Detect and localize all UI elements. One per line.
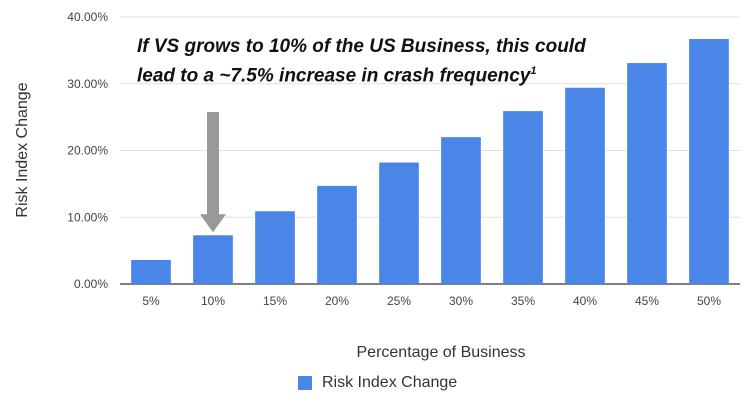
x-axis-title: Percentage of Business [357, 344, 526, 361]
x-tick-label: 25% [387, 294, 411, 308]
legend: Risk Index Change [298, 374, 457, 392]
x-tick-label: 15% [263, 294, 287, 308]
x-axis-ticks: 5% 10% 15% 20% 25% 30% 35% 40% 45% 50% [142, 294, 721, 308]
x-tick-label: 50% [697, 294, 721, 308]
x-tick-label: 40% [573, 294, 597, 308]
y-axis-ticks: 0.00% 10.00% 20.00% 30.00% 40.00% [67, 10, 108, 291]
bars [131, 39, 729, 285]
arrow-head [200, 214, 226, 233]
bar [193, 235, 233, 284]
annotation-line-1: If VS grows to 10% of the US Business, t… [137, 36, 586, 57]
arrow-shaft [207, 112, 219, 217]
bar [441, 137, 481, 284]
bar [379, 162, 419, 284]
annotation-line-2: lead to a ~7.5% increase in crash freque… [137, 59, 657, 88]
legend-label: Risk Index Change [322, 374, 458, 391]
bar [255, 211, 295, 284]
bar [627, 63, 667, 285]
y-tick-label: 20.00% [67, 144, 108, 158]
footnote-marker: 1 [530, 65, 537, 77]
annotation-line-2-text: lead to a ~7.5% increase in crash freque… [137, 65, 531, 87]
y-tick-label: 30.00% [67, 77, 108, 91]
x-tick-label: 20% [325, 294, 349, 308]
x-tick-label: 35% [511, 294, 535, 308]
x-tick-label: 45% [635, 294, 659, 308]
bar [131, 259, 171, 284]
y-axis-title: Risk Index Change [14, 82, 31, 217]
x-tick-label: 5% [142, 294, 160, 308]
legend-swatch [298, 376, 312, 390]
bar [565, 87, 605, 284]
bar [689, 39, 729, 285]
annotation-arrow [200, 112, 226, 233]
x-tick-label: 30% [449, 294, 473, 308]
y-tick-label: 0.00% [74, 277, 108, 291]
bar [503, 111, 543, 285]
x-tick-label: 10% [201, 294, 225, 308]
annotation-text: If VS grows to 10% of the US Business, t… [137, 35, 657, 88]
bar [317, 185, 357, 284]
y-tick-label: 40.00% [67, 10, 108, 24]
y-tick-label: 10.00% [67, 210, 108, 224]
